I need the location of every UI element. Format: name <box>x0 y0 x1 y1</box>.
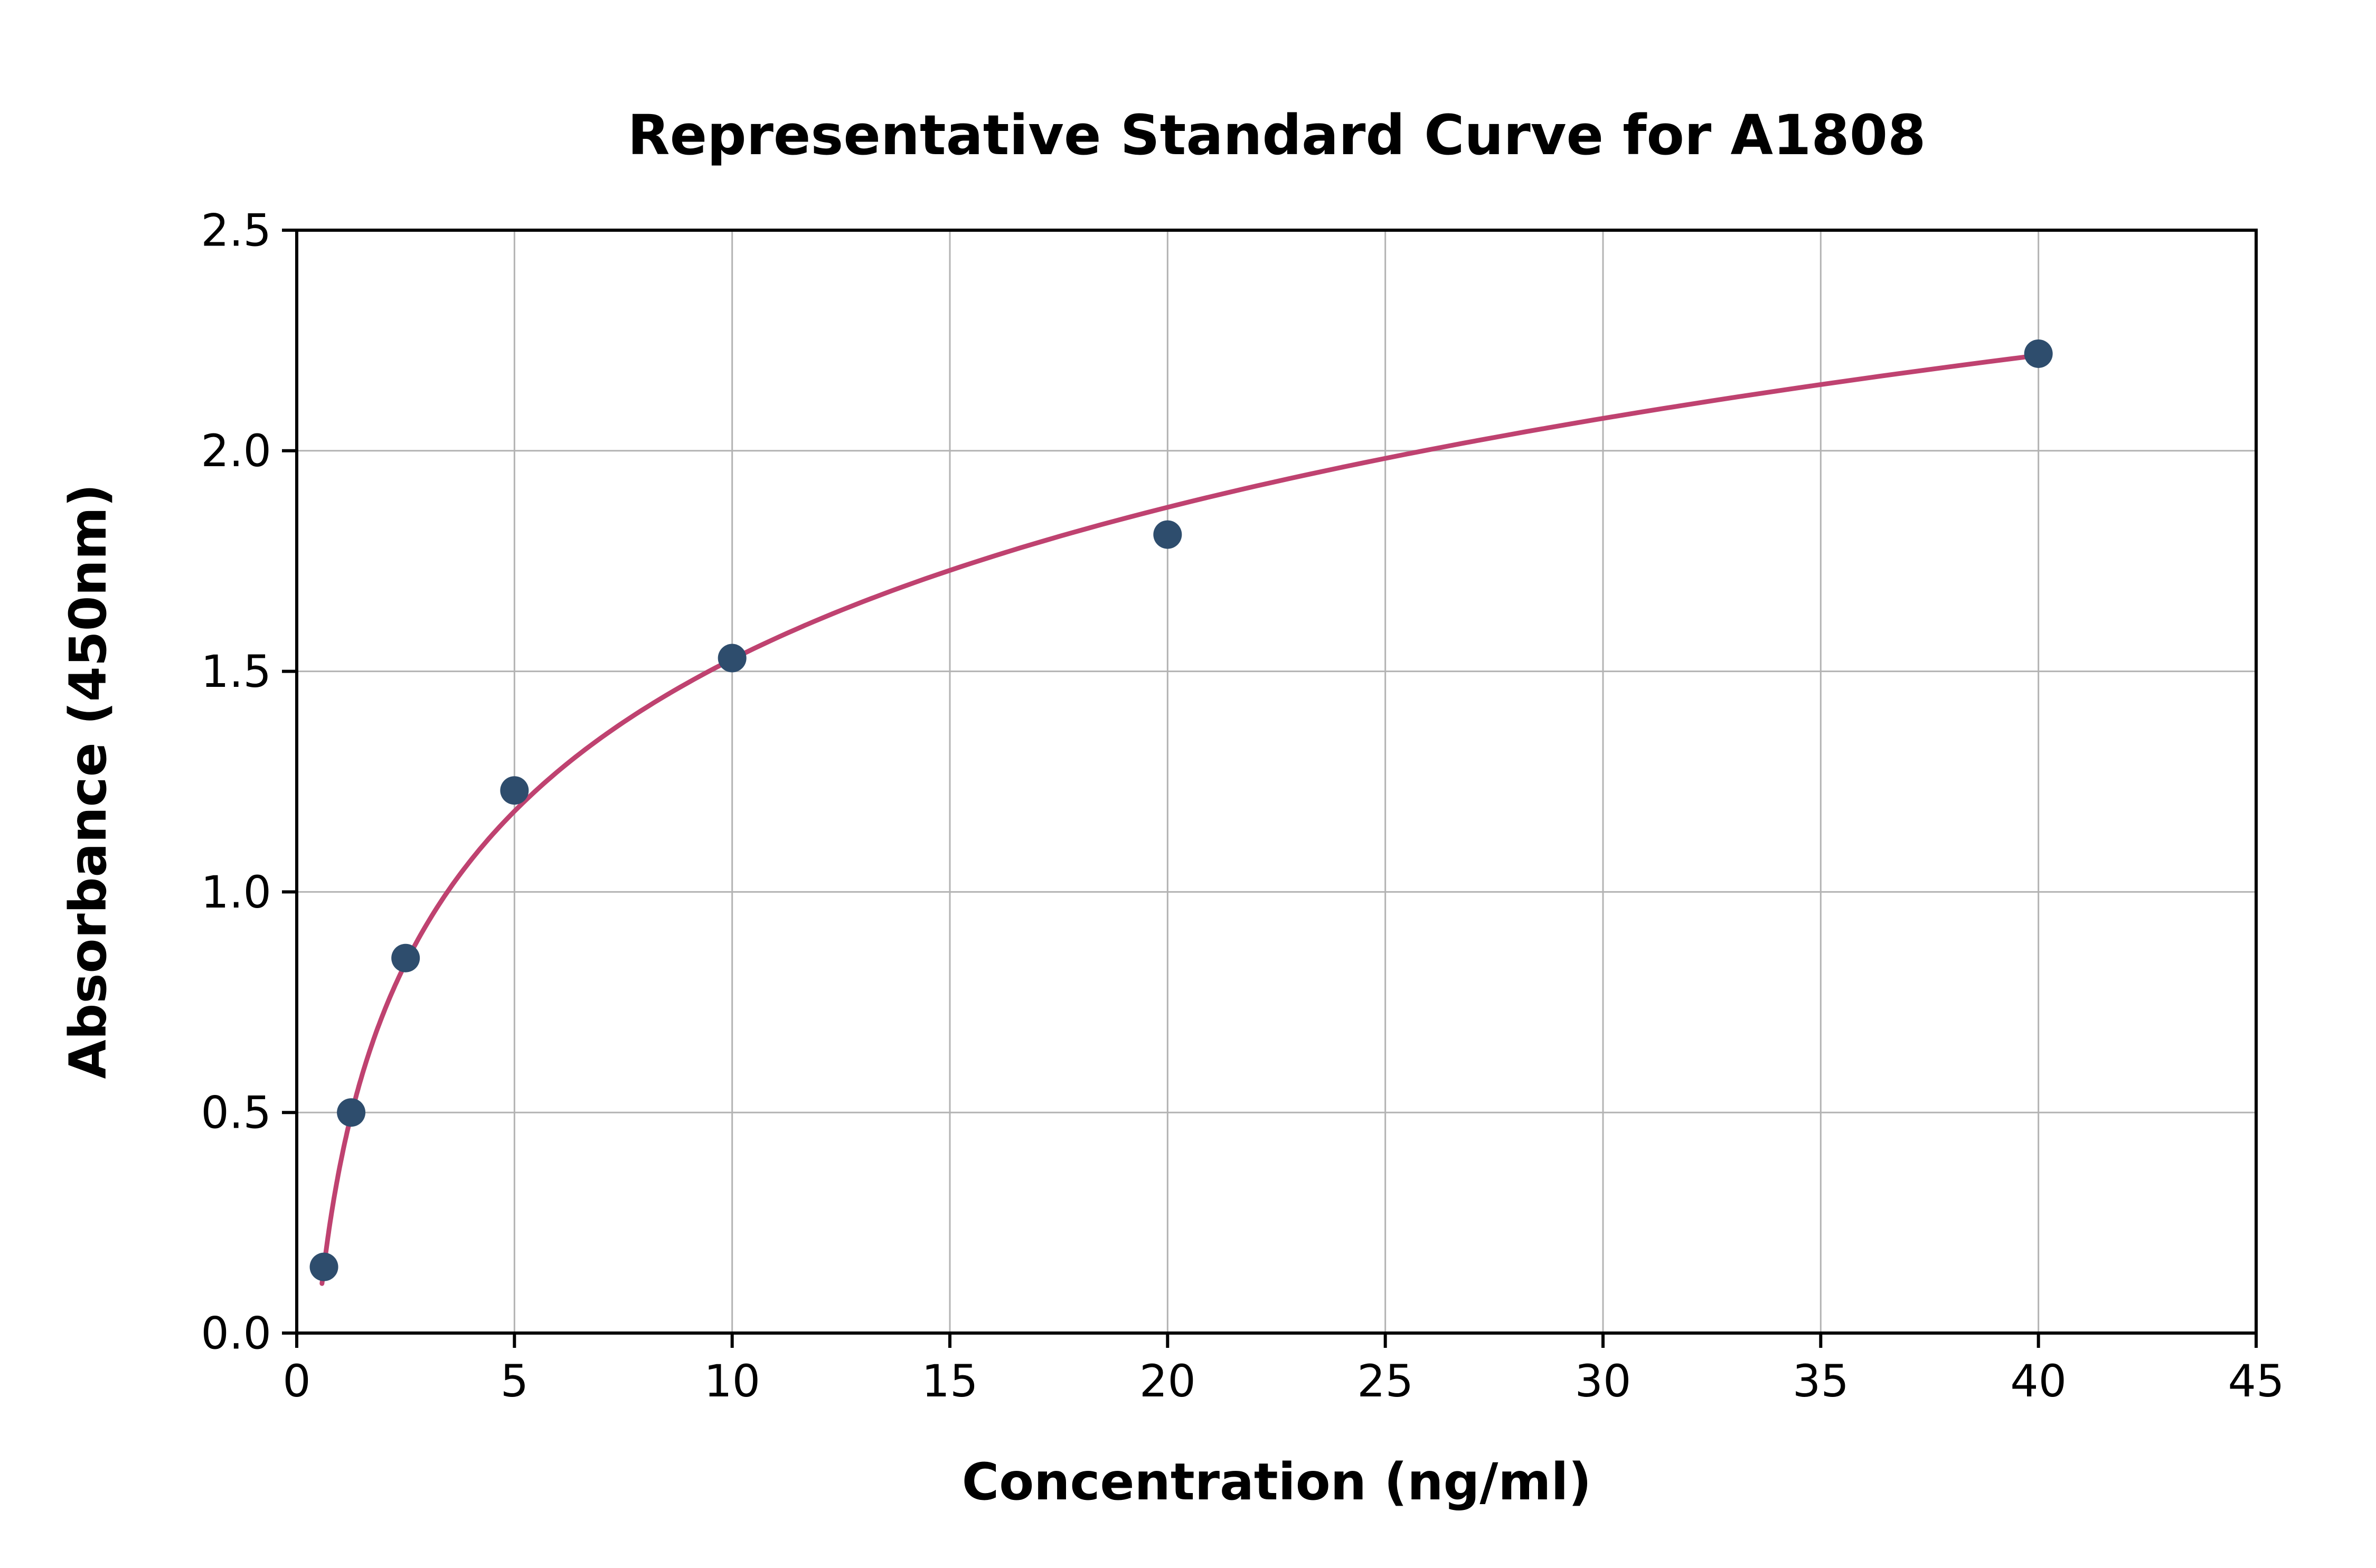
fit-curve-line <box>319 352 2050 1286</box>
y-tick-label: 0.0 <box>201 1307 271 1359</box>
x-axis-label: Concentration (ng/ml) <box>962 1452 1591 1512</box>
y-tick-label: 2.5 <box>201 204 271 256</box>
x-tick-label: 45 <box>2228 1355 2285 1407</box>
plot-border <box>295 229 2258 1335</box>
data-point <box>309 1252 338 1281</box>
x-tick-label: 10 <box>704 1355 760 1407</box>
data-point <box>500 776 529 805</box>
x-tick-label: 0 <box>282 1355 310 1407</box>
x-tick-label: 30 <box>1575 1355 1632 1407</box>
y-tick-label: 1.5 <box>201 646 271 697</box>
x-tick-label: 5 <box>501 1355 529 1407</box>
y-tick-label: 2.0 <box>201 425 271 477</box>
tick-labels: 0 5 10 15 20 25 30 35 40 45 0.0 0.5 1.0 1.5 2.0 2.5 <box>201 204 2284 1407</box>
data-point <box>391 943 420 972</box>
x-tick-label: 35 <box>1793 1355 1849 1407</box>
x-tick-label: 20 <box>1139 1355 1196 1407</box>
grid-lines <box>296 229 2257 1334</box>
data-point <box>2024 339 2053 368</box>
y-tick-label: 0.5 <box>201 1087 271 1139</box>
x-tick-label: 15 <box>922 1355 978 1407</box>
y-axis-label: Absorbance (450nm) <box>59 484 118 1079</box>
data-point <box>337 1098 366 1127</box>
data-point <box>718 644 747 673</box>
y-tick-label: 1.0 <box>201 866 271 918</box>
x-tick-label: 40 <box>2010 1355 2067 1407</box>
data-points <box>309 339 2053 1281</box>
x-tick-label: 25 <box>1357 1355 1413 1407</box>
axis-ticks <box>282 229 2258 1348</box>
data-point <box>1153 520 1182 549</box>
chart-title: Representative Standard Curve for A1808 <box>628 103 1926 167</box>
